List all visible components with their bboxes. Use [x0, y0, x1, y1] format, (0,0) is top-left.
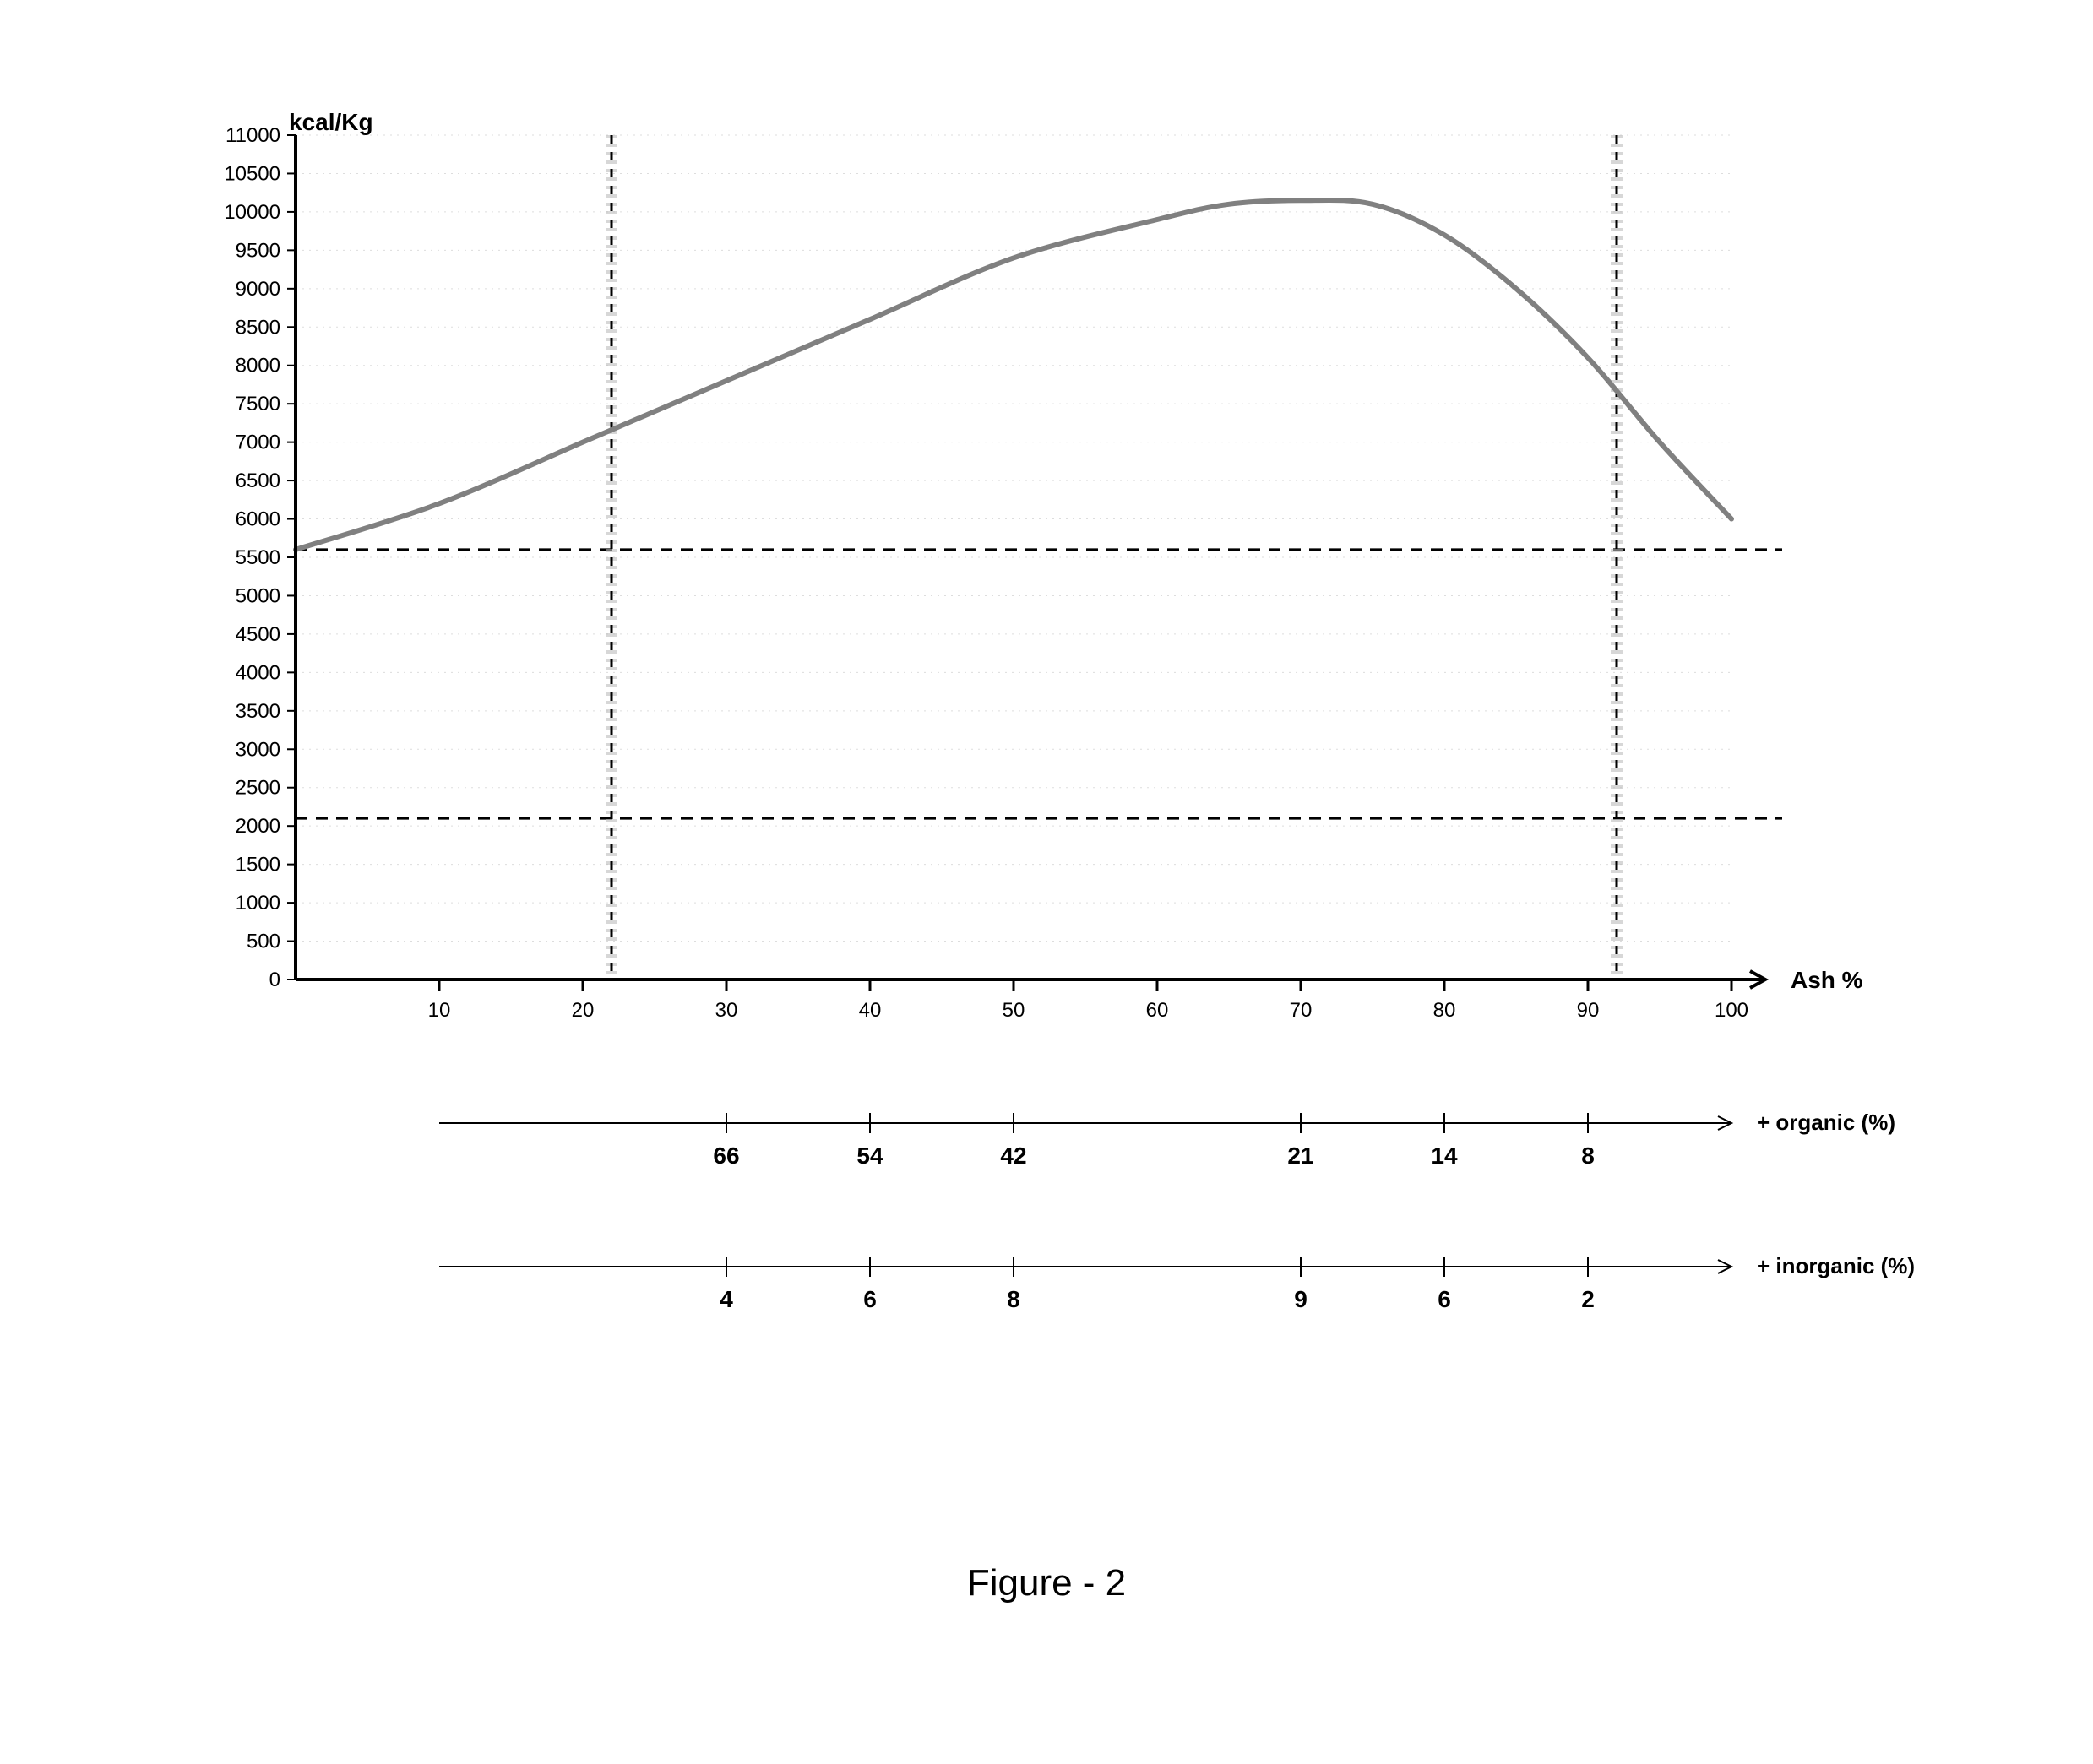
- y-tick-label: 4500: [236, 623, 280, 646]
- secondary-axis-tick-label: 9: [1294, 1286, 1307, 1312]
- chart-container: 0 500 1000 1500 2000 2500 3000 3500 4000 4500 5000…: [152, 101, 2010, 1457]
- secondary-axis-label: + inorganic (%): [1757, 1253, 1915, 1278]
- secondary-axis-tick-label: 8: [1581, 1143, 1595, 1169]
- secondary-axis-tick-label: 66: [713, 1143, 739, 1169]
- chart-svg: 0 500 1000 1500 2000 2500 3000 3500 4000 4500 5000…: [152, 101, 2010, 1452]
- y-tick-label: 5000: [236, 584, 280, 607]
- y-axis-title: kcal/Kg: [289, 109, 373, 135]
- y-tick-label: 2500: [236, 777, 280, 800]
- secondary-axis-tick-label: 54: [856, 1143, 883, 1169]
- secondary-axis-tick-label: 6: [1438, 1286, 1451, 1312]
- y-tick-label: 8000: [236, 355, 280, 377]
- y-tick-label: 9500: [236, 239, 280, 262]
- y-tick-label: 5500: [236, 546, 280, 569]
- y-tick-label: 3000: [236, 738, 280, 761]
- secondary-axis-label: + organic (%): [1757, 1110, 1895, 1135]
- secondary-axis-tick-label: 2: [1581, 1286, 1595, 1312]
- x-tick-label: 70: [1290, 999, 1313, 1022]
- y-tick-label: 7000: [236, 432, 280, 454]
- secondary-axis-tick-label: 8: [1007, 1286, 1020, 1312]
- y-tick-label: 3500: [236, 700, 280, 723]
- y-tick-label: 500: [247, 931, 280, 953]
- y-tick-label: 6000: [236, 508, 280, 531]
- secondary-axis-tick-label: 4: [720, 1286, 733, 1312]
- page: 0 500 1000 1500 2000 2500 3000 3500 4000 4500 5000…: [0, 0, 2093, 1764]
- y-tick-label: 10000: [224, 201, 280, 224]
- x-tick-label: 10: [428, 999, 451, 1022]
- secondary-axis-tick-label: 42: [1000, 1143, 1026, 1169]
- y-tick-label: 11000: [226, 124, 280, 147]
- secondary-axis-tick-label: 6: [863, 1286, 877, 1312]
- x-tick-label: 60: [1146, 999, 1169, 1022]
- y-tick-label: 4000: [236, 661, 280, 684]
- y-tick-label: 2000: [236, 815, 280, 838]
- x-tick-label: 90: [1577, 999, 1600, 1022]
- y-tick-label: 1500: [236, 854, 280, 877]
- curve-line: [296, 200, 1731, 550]
- x-tick-label: 100: [1715, 999, 1748, 1022]
- y-tick-label: 1000: [236, 892, 280, 915]
- x-tick-label: 30: [715, 999, 738, 1022]
- x-tick-label: 80: [1433, 999, 1456, 1022]
- secondary-axis-tick-label: 21: [1287, 1143, 1313, 1169]
- y-tick-label: 0: [269, 969, 280, 991]
- y-tick-label: 8500: [236, 316, 280, 339]
- x-tick-label: 40: [859, 999, 882, 1022]
- secondary-axis-tick-label: 14: [1431, 1143, 1458, 1169]
- y-tick-label: 9000: [236, 278, 280, 301]
- y-tick-label: 10500: [224, 162, 280, 185]
- x-axis-title: Ash %: [1791, 967, 1863, 993]
- y-tick-label: 6500: [236, 469, 280, 492]
- x-tick-label: 50: [1003, 999, 1025, 1022]
- x-tick-label: 20: [572, 999, 595, 1022]
- y-tick-label: 7500: [236, 393, 280, 415]
- figure-caption: Figure - 2: [0, 1562, 2093, 1604]
